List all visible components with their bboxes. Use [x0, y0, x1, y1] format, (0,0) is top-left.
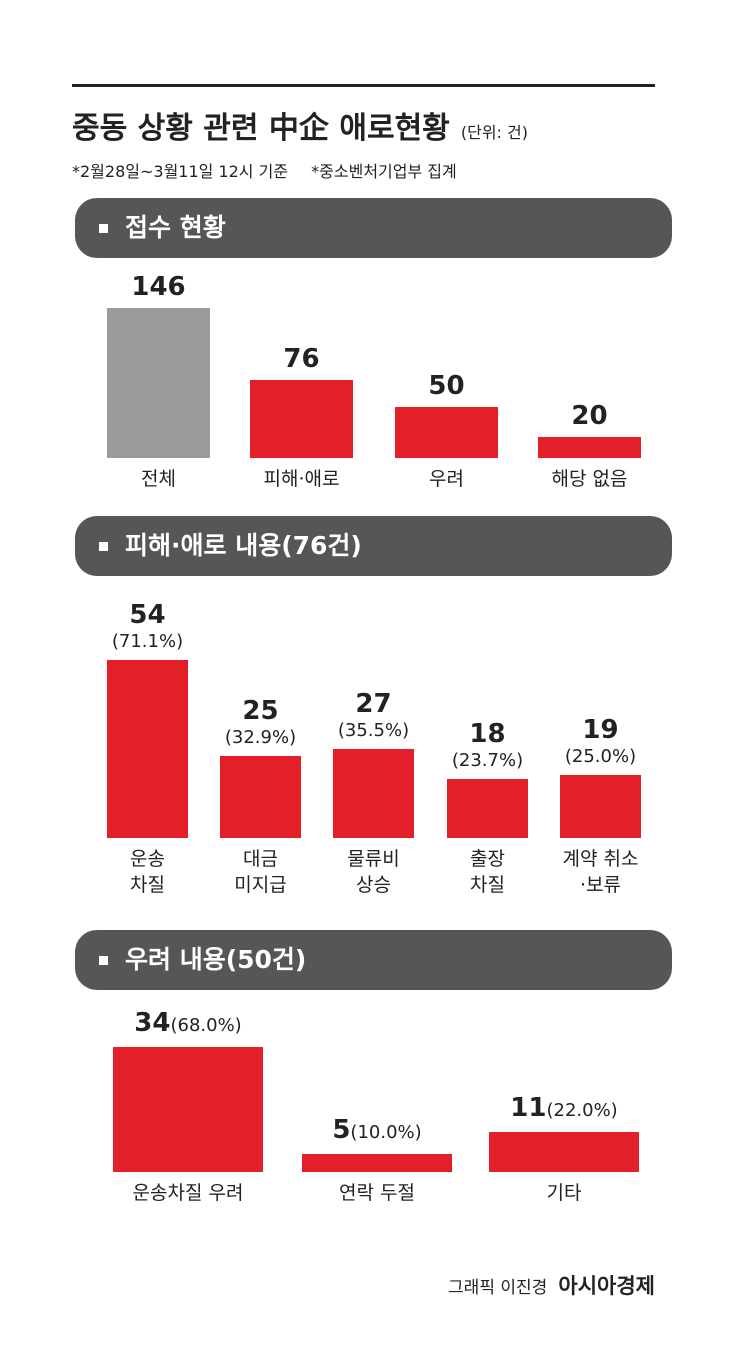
header: 중동 상황 관련 中企 애로현황 (단위: 건)	[72, 103, 528, 147]
bar	[447, 778, 528, 838]
value-label: 50	[428, 370, 465, 401]
value-label: 27	[355, 688, 392, 719]
value-label-group: 18 (23.7%)	[417, 719, 558, 773]
value-label-group: 146	[77, 272, 240, 302]
section-header: 피해·애로 내용(76건)	[75, 516, 672, 576]
bar	[250, 379, 353, 458]
category-label: 운송차질 우려	[132, 1182, 244, 1204]
unit: (단위: 건)	[460, 123, 528, 142]
bar	[560, 775, 641, 838]
value-label: 54	[129, 599, 166, 630]
value-label-group: 11(22.0%)	[459, 1093, 669, 1126]
bar	[333, 748, 414, 838]
source: 아시아경제	[558, 1274, 655, 1298]
category-label: 전체	[141, 468, 176, 490]
category-label: 기타	[546, 1182, 582, 1204]
category-label: 운송 차질	[130, 848, 165, 896]
note: *2월28일~3월11일 12시 기준	[72, 162, 289, 181]
share-label: (32.9%)	[224, 726, 297, 748]
credit: 그래픽 이진경	[448, 1278, 548, 1298]
share-label: (71.1%)	[111, 630, 184, 652]
share-label: (25.0%)	[564, 746, 637, 768]
share-label: (10.0%)	[350, 1121, 422, 1143]
section-title: 접수 현황	[125, 213, 226, 242]
category-label: 해당 없음	[551, 468, 628, 490]
value-label: 146	[131, 271, 186, 302]
value-label-group: 50	[365, 371, 528, 401]
value-label: 20	[571, 401, 608, 432]
category-label: 피해·애로	[263, 468, 340, 490]
value-label: 34	[134, 1007, 171, 1038]
value-label-group: 19 (25.0%)	[530, 715, 671, 769]
value-label: 25	[242, 695, 279, 726]
value-label: 19	[582, 715, 619, 746]
value-label-group: 54 (71.1%)	[77, 600, 218, 654]
bar	[395, 406, 498, 458]
notes: *2월28일~3월11일 12시 기준 *중소벤처기업부 집계	[72, 158, 457, 182]
bullet	[99, 224, 108, 233]
footer: 그래픽 이진경 아시아경제	[448, 1270, 655, 1300]
share-label: (22.0%)	[546, 1099, 618, 1121]
value-label: 5	[332, 1114, 351, 1145]
section-header: 우려 내용(50건)	[75, 930, 672, 990]
share-label: (35.5%)	[337, 719, 410, 741]
category-label: 물류비 상승	[347, 848, 400, 896]
value-label-group: 76	[220, 344, 383, 374]
value-label-group: 25 (32.9%)	[190, 696, 331, 750]
category-label: 연락 두절	[339, 1182, 415, 1204]
top-rule	[72, 84, 655, 87]
category-label: 우려	[429, 468, 464, 490]
bar	[107, 659, 188, 838]
category-label: 출장 차질	[470, 848, 505, 896]
title: 중동 상황 관련 中企 애로현황	[72, 111, 450, 146]
bullet	[99, 542, 108, 551]
section-title: 우려 내용(50건)	[125, 945, 307, 974]
category-label: 대금 미지급	[234, 848, 287, 896]
share-label: (68.0%)	[170, 1014, 242, 1036]
section-header: 접수 현황	[75, 198, 672, 258]
value-label: 11	[510, 1092, 547, 1123]
bullet	[99, 956, 108, 965]
share-label: (23.7%)	[451, 749, 524, 771]
section-title: 피해·애로 내용(76건)	[125, 531, 362, 560]
value-label-group: 20	[508, 401, 671, 431]
bar	[220, 755, 301, 838]
bar	[107, 307, 210, 458]
value-label: 18	[469, 718, 506, 749]
value-label: 76	[283, 343, 320, 374]
bar	[489, 1131, 639, 1172]
bar	[113, 1046, 263, 1172]
note: *중소벤처기업부 집계	[311, 162, 457, 181]
value-label-group: 27 (35.5%)	[303, 689, 444, 743]
value-label-group: 34(68.0%)	[83, 1008, 293, 1041]
value-label-group: 5(10.0%)	[272, 1115, 482, 1148]
bar	[302, 1153, 452, 1172]
bar	[538, 437, 641, 458]
category-label: 계약 취소 ·보류	[562, 848, 639, 896]
